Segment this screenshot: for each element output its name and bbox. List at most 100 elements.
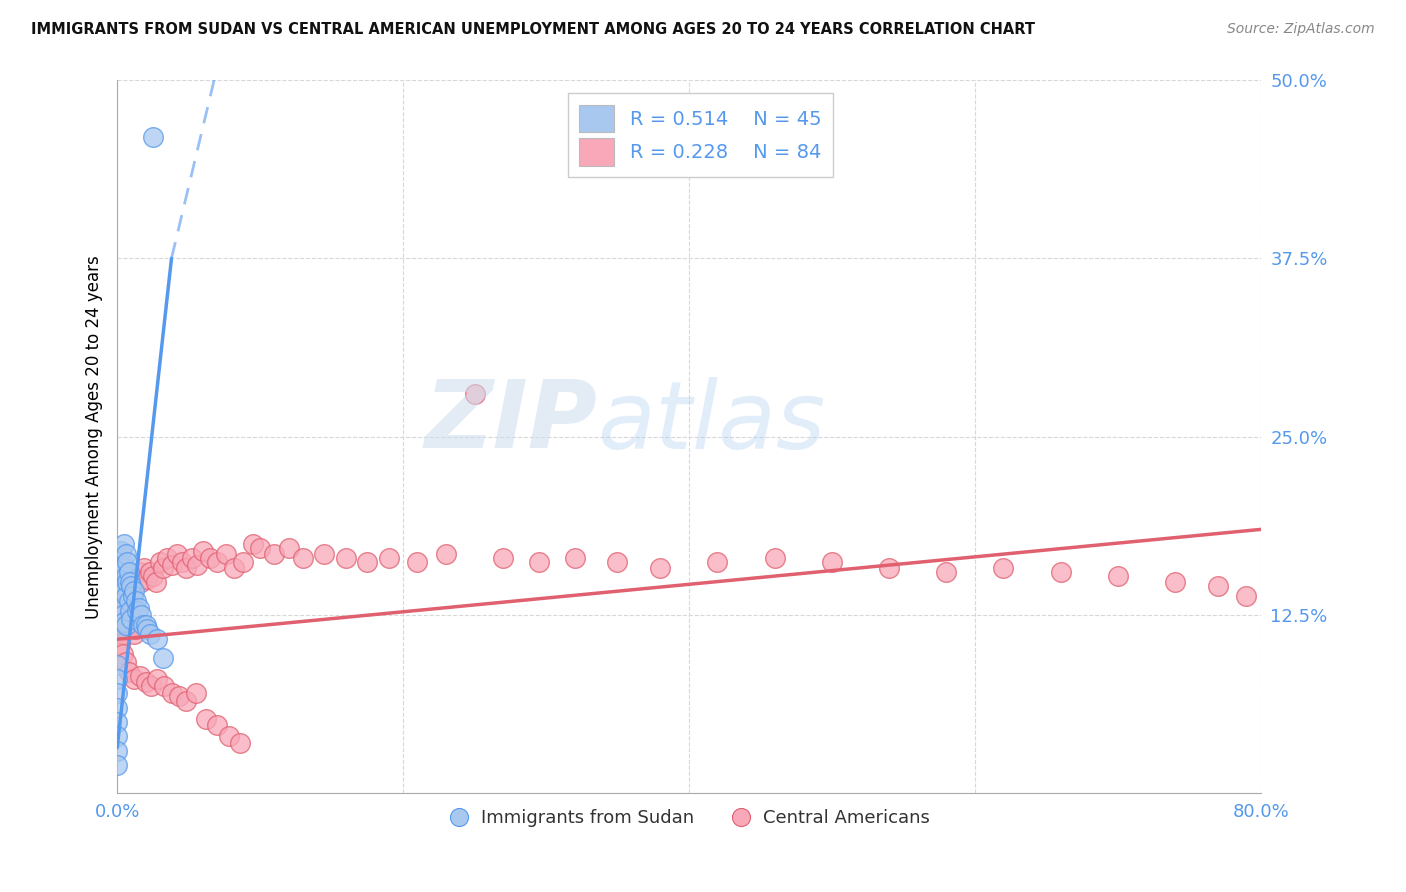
Point xyxy=(142,130,165,145)
Point xyxy=(174,693,197,707)
Point xyxy=(115,575,138,590)
Point xyxy=(132,618,155,632)
Point xyxy=(1107,569,1129,583)
Point xyxy=(135,618,157,632)
Point xyxy=(650,561,672,575)
Point xyxy=(564,550,586,565)
Text: atlas: atlas xyxy=(598,377,825,468)
Point xyxy=(242,536,264,550)
Point xyxy=(191,543,214,558)
Point xyxy=(128,600,150,615)
Point xyxy=(136,622,159,636)
Point xyxy=(108,636,131,650)
Point xyxy=(110,600,132,615)
Point xyxy=(112,536,135,550)
Point xyxy=(146,632,169,647)
Point xyxy=(180,550,202,565)
Point xyxy=(135,675,157,690)
Point xyxy=(111,558,134,572)
Legend: Immigrants from Sudan, Central Americans: Immigrants from Sudan, Central Americans xyxy=(441,802,936,834)
Point xyxy=(105,626,128,640)
Point xyxy=(606,555,628,569)
Point xyxy=(129,669,152,683)
Point xyxy=(131,575,153,590)
Point xyxy=(215,547,238,561)
Point xyxy=(249,541,271,555)
Point xyxy=(152,561,174,575)
Point xyxy=(136,572,159,586)
Point xyxy=(124,626,146,640)
Point xyxy=(118,604,141,618)
Point xyxy=(115,618,138,632)
Point xyxy=(105,714,128,729)
Point xyxy=(114,618,136,632)
Point xyxy=(122,622,145,636)
Point xyxy=(128,565,150,579)
Point xyxy=(117,565,139,579)
Text: Source: ZipAtlas.com: Source: ZipAtlas.com xyxy=(1227,22,1375,37)
Point xyxy=(198,550,221,565)
Point xyxy=(110,622,132,636)
Point xyxy=(1049,565,1071,579)
Point xyxy=(121,579,143,593)
Y-axis label: Unemployment Among Ages 20 to 24 years: Unemployment Among Ages 20 to 24 years xyxy=(86,255,103,618)
Point xyxy=(335,550,357,565)
Point xyxy=(127,604,149,618)
Point xyxy=(114,569,136,583)
Point xyxy=(111,626,134,640)
Point xyxy=(224,561,246,575)
Point xyxy=(463,387,485,401)
Point xyxy=(105,743,128,757)
Point xyxy=(110,579,132,593)
Point xyxy=(277,541,299,555)
Point xyxy=(1164,575,1187,590)
Point xyxy=(118,618,141,632)
Point xyxy=(131,607,153,622)
Point xyxy=(229,736,252,750)
Point xyxy=(105,757,128,772)
Point xyxy=(527,555,550,569)
Point xyxy=(124,672,146,686)
Point xyxy=(149,555,172,569)
Point xyxy=(121,612,143,626)
Point xyxy=(105,686,128,700)
Point xyxy=(124,583,146,598)
Point xyxy=(406,555,429,569)
Point xyxy=(139,565,162,579)
Point xyxy=(186,558,208,572)
Point xyxy=(118,575,141,590)
Point xyxy=(105,672,128,686)
Point xyxy=(146,672,169,686)
Point xyxy=(117,593,139,607)
Point xyxy=(110,543,132,558)
Point xyxy=(935,565,957,579)
Point xyxy=(112,583,135,598)
Point xyxy=(112,615,135,629)
Point xyxy=(121,622,143,636)
Point xyxy=(115,555,138,569)
Point xyxy=(166,547,188,561)
Point xyxy=(232,555,254,569)
Point xyxy=(105,700,128,714)
Point xyxy=(110,565,132,579)
Point xyxy=(706,555,728,569)
Text: ZIP: ZIP xyxy=(425,376,598,468)
Text: IMMIGRANTS FROM SUDAN VS CENTRAL AMERICAN UNEMPLOYMENT AMONG AGES 20 TO 24 YEARS: IMMIGRANTS FROM SUDAN VS CENTRAL AMERICA… xyxy=(31,22,1035,37)
Point xyxy=(125,593,148,607)
Point xyxy=(105,657,128,672)
Point xyxy=(107,615,129,629)
Point xyxy=(111,579,134,593)
Point xyxy=(108,622,131,636)
Point xyxy=(160,686,183,700)
Point xyxy=(207,555,229,569)
Point xyxy=(156,550,179,565)
Point xyxy=(356,555,378,569)
Point xyxy=(377,550,399,565)
Point xyxy=(314,547,336,561)
Point xyxy=(134,561,156,575)
Point xyxy=(1234,590,1257,604)
Point xyxy=(153,679,176,693)
Point xyxy=(145,575,167,590)
Point xyxy=(105,607,128,622)
Point xyxy=(194,712,217,726)
